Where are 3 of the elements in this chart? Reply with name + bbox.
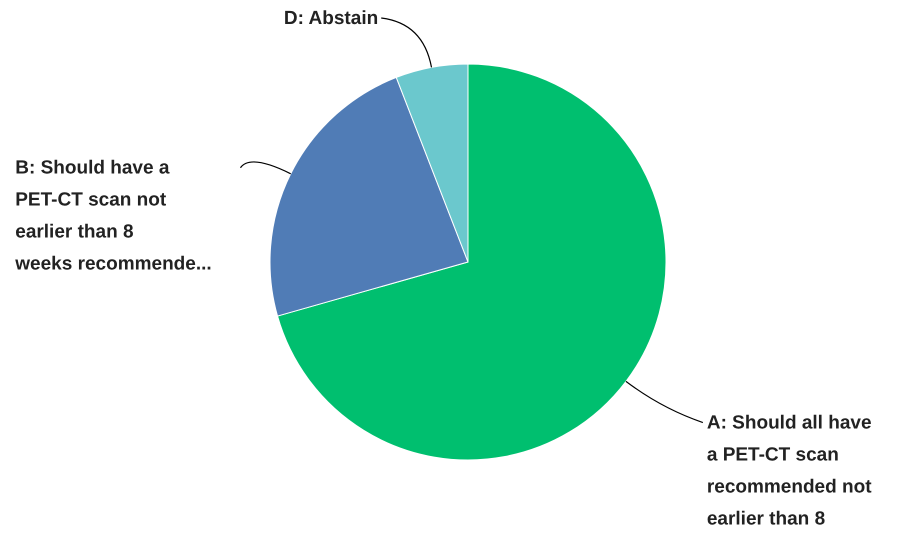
slice-label: B: Should have a PET-CT scan not earlier than 8 weeks recommende... xyxy=(14,158,212,275)
slice-label: A: Should all have a PET-CT scan recommended not earlier than 8 xyxy=(706,412,872,530)
slice-label: D: Abstain xyxy=(284,8,378,29)
